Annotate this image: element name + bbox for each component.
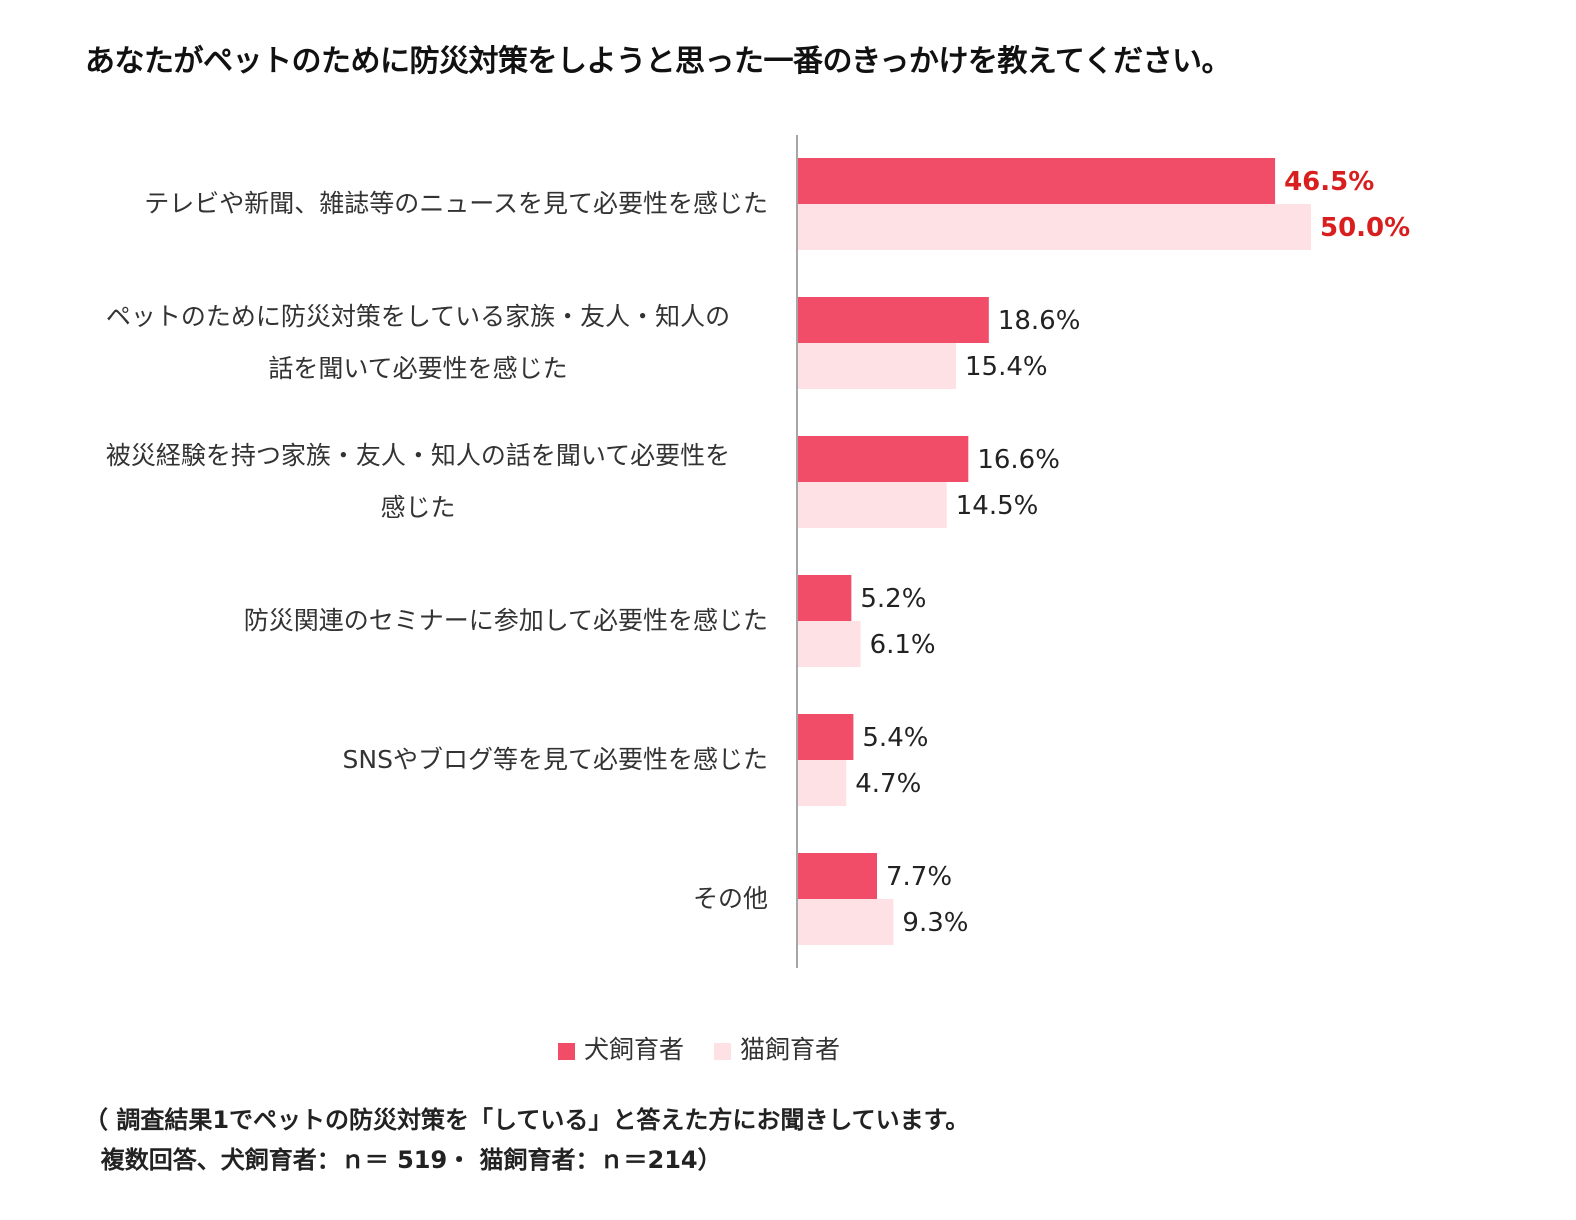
category-label-line: ペットのために防災対策をしている家族・友人・知人の [105, 302, 731, 331]
category-label: その他 [68, 873, 768, 925]
data-label: 46.5% [1284, 167, 1374, 197]
data-label: 14.5% [956, 491, 1039, 521]
category-label: 被災経験を持つ家族・友人・知人の話を聞いて必要性を 感じた [68, 430, 768, 534]
legend-swatch-dog [558, 1042, 575, 1060]
category-label: ペットのために防災対策をしている家族・友人・知人の 話を聞いて必要性を感じた [68, 291, 768, 395]
category-label-line: テレビや新聞、雑誌等のニュースを見て必要性を感じた [144, 189, 768, 218]
survey-note: （ 調査結果1でペットの防災対策を「している」と答えた方にお聞きしています。 複… [84, 1100, 969, 1180]
data-label: 16.6% [977, 445, 1060, 475]
category-label-line: その他 [692, 884, 768, 913]
legend-swatch-cat [714, 1042, 732, 1060]
bar-dog [798, 297, 989, 343]
survey-note-line1: （ 調査結果1でペットの防災対策を「している」と答えた方にお聞きしています。 [84, 1106, 970, 1134]
survey-note-line2: 複数回答、犬飼育者：ｎ＝ 519・ 猫飼育者：ｎ＝214） [84, 1146, 722, 1174]
category-label-line: 防災関連のセミナーに参加して必要性を感じた [243, 606, 768, 635]
bar-dog [798, 575, 852, 621]
data-label: 6.1% [870, 630, 936, 660]
bar-cat [798, 899, 894, 945]
legend-item-dog: 犬飼育者 [558, 1030, 684, 1066]
bar-cat [798, 343, 957, 389]
data-label: 5.4% [862, 723, 928, 753]
category-label: 防災関連のセミナーに参加して必要性を感じた [68, 595, 768, 647]
data-label: 18.6% [998, 306, 1081, 336]
bar-cat [798, 482, 947, 528]
data-label: 4.7% [855, 769, 921, 799]
bar-dog [798, 714, 854, 760]
legend-item-cat: 猫飼育者 [714, 1030, 840, 1066]
data-label: 50.0% [1320, 213, 1410, 243]
data-label: 9.3% [902, 908, 968, 938]
chart-title: あなたがペットのために防災対策をしようと思った一番のきっかけを教えてください。 [85, 44, 1232, 79]
data-label: 15.4% [965, 352, 1048, 382]
category-label-line: 被災経験を持つ家族・友人・知人の話を聞いて必要性を [105, 441, 731, 470]
bar-chart: 46.5% 50.0% 18.6% 15.4% 16.6% 14.5% 5.2% 6.1% 5.… [796, 135, 1410, 968]
bar-dog [798, 158, 1276, 204]
bar-cat [798, 760, 847, 806]
category-label-line: 感じた [380, 493, 456, 522]
legend-label-cat: 猫飼育者 [740, 1035, 841, 1064]
bar-dog [798, 436, 969, 482]
category-label-line: 話を聞いて必要性を感じた [268, 354, 568, 383]
category-label: テレビや新聞、雑誌等のニュースを見て必要性を感じた [68, 178, 768, 230]
bar-cat [798, 204, 1311, 250]
data-label: 5.2% [860, 584, 926, 614]
category-label-line: SNSやブログ等を見て必要性を感じた [342, 745, 768, 774]
legend: 犬飼育者 猫飼育者 [558, 1030, 870, 1066]
bar-dog [798, 853, 878, 899]
legend-label-dog: 犬飼育者 [584, 1035, 685, 1064]
bar-cat [798, 621, 861, 667]
category-label: SNSやブログ等を見て必要性を感じた [68, 734, 768, 786]
data-label: 7.7% [886, 862, 952, 892]
